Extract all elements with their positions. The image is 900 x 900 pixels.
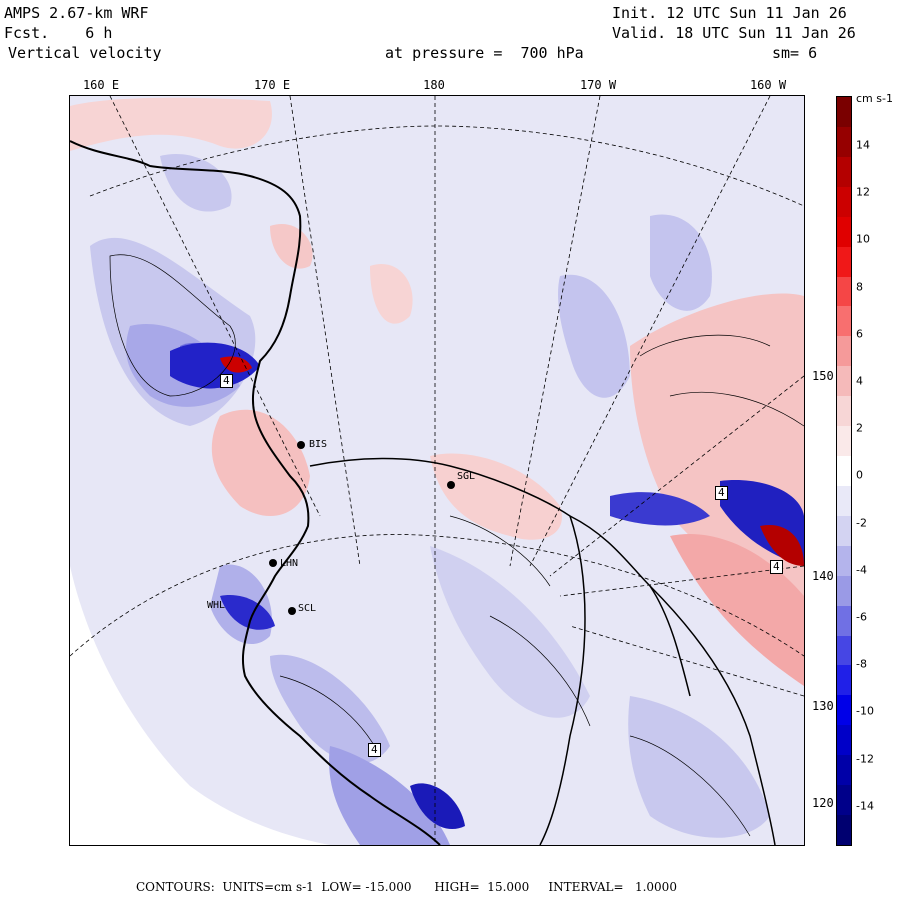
colorbar-segment [837, 515, 851, 547]
contour-value-label: 4 [368, 743, 381, 757]
colorbar-segment [837, 306, 851, 337]
smoothing-value: sm= 6 [772, 44, 818, 62]
colorbar-segment [837, 97, 851, 128]
forecast-hour: Fcst. 6 h [4, 24, 113, 42]
colorbar-tick-label: 12 [856, 185, 870, 199]
colorbar-segment [837, 605, 851, 637]
colorbar-tick-label: 2 [856, 421, 863, 435]
lon-label-160w: 160 W [749, 78, 787, 92]
intense-couplet-south [220, 595, 465, 830]
lon-label-170e: 170 E [253, 78, 291, 92]
colorbar-tick-label: 4 [856, 374, 863, 388]
model-title: AMPS 2.67-km WRF [4, 4, 149, 22]
colorbar-segment [837, 426, 851, 457]
colorbar-tick-label: -4 [856, 563, 867, 577]
ice-shelf-edge [309, 457, 691, 697]
station-label-scl: SCL [298, 603, 317, 614]
colorbar-segment [837, 216, 851, 248]
lon-label-170w: 170 W [579, 78, 617, 92]
colorbar-tick-label: 0 [856, 468, 863, 482]
colorbar-segment [837, 485, 851, 517]
contour-value-label: 4 [715, 486, 728, 500]
colorbar-segment [837, 665, 851, 696]
colorbar-segment [837, 815, 851, 846]
colorbar-tick-label: -8 [856, 657, 867, 671]
station-label-lhn: LHN [280, 558, 299, 569]
colorbar-segment [837, 396, 851, 427]
colorbar-segment [837, 725, 851, 756]
pressure-level: at pressure = 700 hPa [385, 44, 584, 62]
vertical-velocity-map [70, 96, 804, 845]
colorbar-tick-label: -14 [856, 799, 874, 813]
contour-value-label: 4 [770, 560, 783, 574]
station-label-sgl: SGL [457, 471, 476, 482]
colorbar-tick-label: -6 [856, 610, 867, 624]
colorbar-segment [837, 366, 851, 397]
colorbar-tick-label: 6 [856, 327, 863, 341]
coastline [70, 140, 441, 845]
station-dot-sgl[interactable] [447, 481, 455, 489]
colorbar [836, 96, 852, 846]
map-panel[interactable]: 4 4 4 4 [69, 95, 805, 846]
field-name: Vertical velocity [8, 44, 162, 62]
colorbar-tick-label: -10 [856, 704, 874, 718]
colorbar-segment [837, 126, 851, 158]
colorbar-segment [837, 186, 851, 218]
colorbar-segment [837, 276, 851, 307]
station-dot-scl[interactable] [288, 607, 296, 615]
colorbar-segment [837, 456, 851, 487]
colorbar-segment [837, 336, 851, 367]
station-dot-bis[interactable] [297, 441, 305, 449]
colorbar-tick-label: 8 [856, 280, 863, 294]
contour-info-footer: CONTOURS: UNITS=cm s-1 LOW= -15.000 HIGH… [136, 880, 677, 894]
station-label-whl: WHL [207, 600, 226, 611]
graticule [70, 96, 804, 845]
station-label-bis: BIS [309, 439, 328, 450]
intense-couplet-west [170, 342, 260, 389]
colorbar-segment [837, 575, 851, 607]
contour-value-label: 4 [220, 374, 233, 388]
colorbar-tick-label: 10 [856, 232, 870, 246]
colorbar-segment [837, 545, 851, 577]
valid-time: Valid. 18 UTC Sun 11 Jan 26 [612, 24, 856, 42]
station-dot-lhn[interactable] [269, 559, 277, 567]
init-time: Init. 12 UTC Sun 11 Jan 26 [612, 4, 847, 22]
contour-lines [109, 254, 804, 837]
colorbar-segment [837, 785, 851, 816]
lon-label-160e: 160 E [82, 78, 120, 92]
colorbar-segment [837, 755, 851, 786]
colorbar-tick-label: 14 [856, 138, 870, 152]
colorbar-segment [837, 156, 851, 188]
colorbar-unit: cm s-1 [856, 92, 893, 105]
intense-couplet-east [610, 480, 804, 566]
colorbar-tick-label: -2 [856, 516, 867, 530]
colorbar-segment [837, 695, 851, 726]
colorbar-segment [837, 246, 851, 277]
lon-label-180: 180 [423, 78, 445, 92]
colorbar-segment [837, 635, 851, 666]
colorbar-tick-label: -12 [856, 752, 874, 766]
